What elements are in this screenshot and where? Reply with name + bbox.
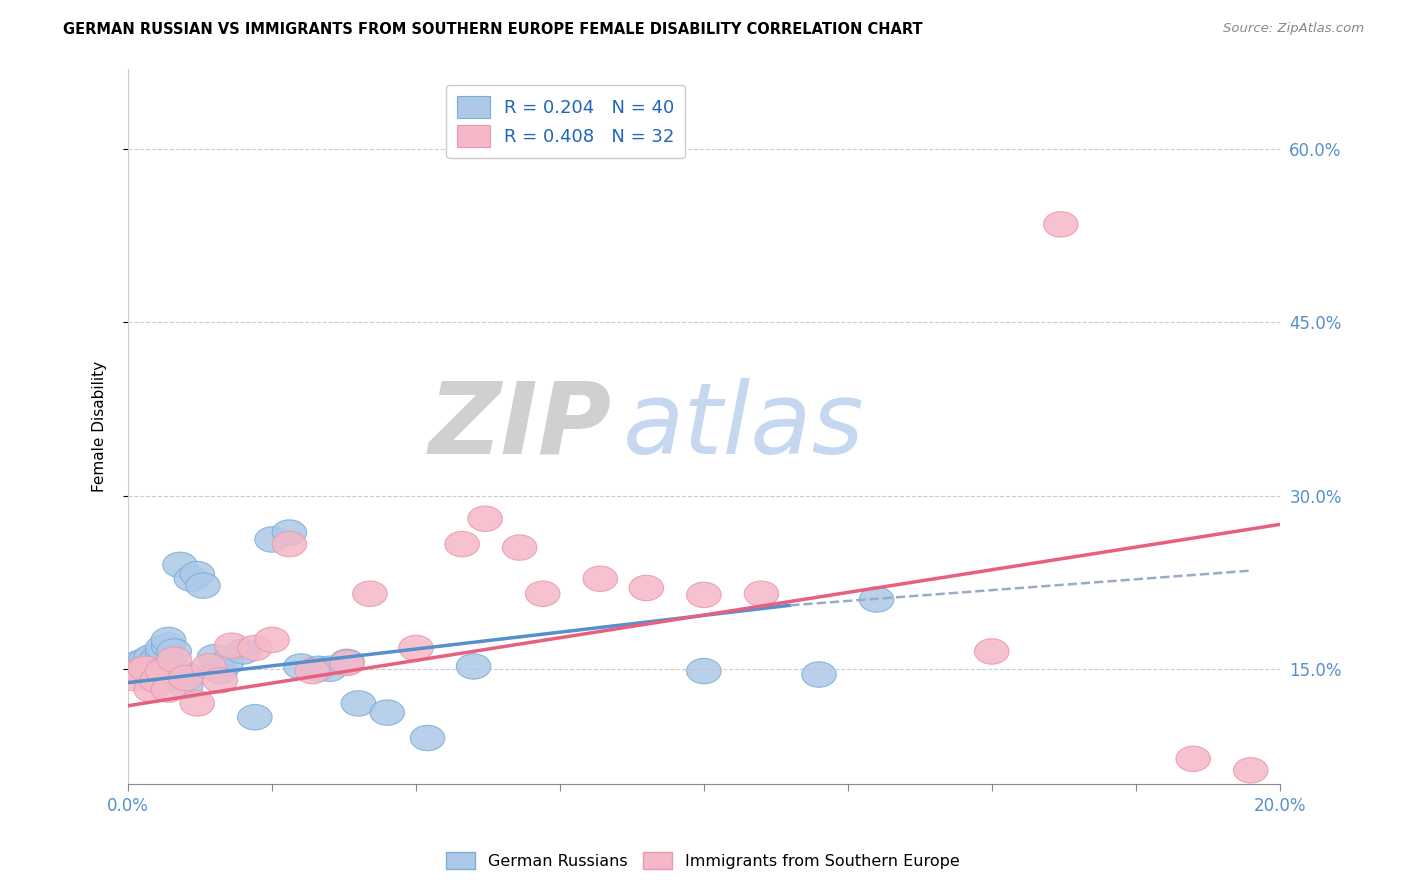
Ellipse shape — [169, 665, 202, 690]
Y-axis label: Female Disability: Female Disability — [93, 360, 107, 491]
Ellipse shape — [202, 658, 238, 684]
Ellipse shape — [974, 639, 1010, 665]
Ellipse shape — [329, 650, 364, 676]
Ellipse shape — [457, 654, 491, 679]
Ellipse shape — [139, 657, 174, 681]
Ellipse shape — [134, 658, 169, 684]
Ellipse shape — [128, 654, 163, 679]
Ellipse shape — [502, 535, 537, 560]
Text: 0.0%: 0.0% — [107, 797, 149, 815]
Ellipse shape — [628, 575, 664, 600]
Ellipse shape — [353, 581, 387, 607]
Ellipse shape — [134, 645, 169, 670]
Ellipse shape — [301, 657, 336, 681]
Ellipse shape — [152, 677, 186, 702]
Ellipse shape — [191, 654, 226, 679]
Ellipse shape — [744, 581, 779, 607]
Ellipse shape — [169, 673, 202, 698]
Ellipse shape — [254, 627, 290, 653]
Ellipse shape — [169, 662, 202, 687]
Ellipse shape — [186, 573, 221, 599]
Ellipse shape — [468, 506, 502, 532]
Ellipse shape — [273, 532, 307, 557]
Ellipse shape — [180, 690, 215, 716]
Ellipse shape — [202, 667, 238, 693]
Ellipse shape — [157, 639, 191, 665]
Ellipse shape — [526, 581, 560, 607]
Text: 20.0%: 20.0% — [1253, 797, 1306, 815]
Ellipse shape — [139, 647, 174, 673]
Ellipse shape — [226, 639, 260, 665]
Ellipse shape — [122, 650, 157, 676]
Ellipse shape — [145, 635, 180, 661]
Ellipse shape — [180, 561, 215, 587]
Ellipse shape — [411, 725, 444, 751]
Ellipse shape — [254, 527, 290, 552]
Ellipse shape — [122, 657, 157, 681]
Ellipse shape — [139, 667, 174, 693]
Ellipse shape — [342, 690, 375, 716]
Ellipse shape — [312, 657, 347, 681]
Ellipse shape — [208, 650, 243, 676]
Ellipse shape — [134, 650, 169, 676]
Ellipse shape — [583, 566, 617, 591]
Ellipse shape — [215, 633, 249, 658]
Ellipse shape — [686, 582, 721, 607]
Ellipse shape — [157, 647, 191, 673]
Ellipse shape — [1233, 757, 1268, 783]
Ellipse shape — [238, 635, 273, 661]
Ellipse shape — [444, 532, 479, 557]
Ellipse shape — [329, 649, 364, 674]
Ellipse shape — [295, 658, 329, 684]
Legend: R = 0.204   N = 40, R = 0.408   N = 32: R = 0.204 N = 40, R = 0.408 N = 32 — [446, 85, 685, 158]
Ellipse shape — [152, 633, 186, 658]
Ellipse shape — [399, 635, 433, 661]
Ellipse shape — [145, 658, 180, 684]
Ellipse shape — [273, 520, 307, 545]
Text: atlas: atlas — [623, 378, 865, 475]
Text: GERMAN RUSSIAN VS IMMIGRANTS FROM SOUTHERN EUROPE FEMALE DISABILITY CORRELATION : GERMAN RUSSIAN VS IMMIGRANTS FROM SOUTHE… — [63, 22, 922, 37]
Ellipse shape — [238, 705, 273, 730]
Ellipse shape — [686, 658, 721, 684]
Legend: German Russians, Immigrants from Southern Europe: German Russians, Immigrants from Souther… — [440, 846, 966, 875]
Ellipse shape — [174, 566, 208, 591]
Ellipse shape — [122, 658, 157, 684]
Ellipse shape — [128, 648, 163, 673]
Ellipse shape — [128, 662, 163, 687]
Ellipse shape — [801, 662, 837, 687]
Ellipse shape — [152, 627, 186, 653]
Ellipse shape — [284, 654, 318, 679]
Ellipse shape — [163, 552, 197, 578]
Ellipse shape — [859, 587, 894, 612]
Ellipse shape — [1175, 746, 1211, 772]
Ellipse shape — [370, 700, 405, 725]
Ellipse shape — [117, 658, 152, 684]
Ellipse shape — [197, 645, 232, 670]
Text: Source: ZipAtlas.com: Source: ZipAtlas.com — [1223, 22, 1364, 36]
Ellipse shape — [117, 665, 152, 690]
Ellipse shape — [128, 657, 163, 681]
Ellipse shape — [145, 642, 180, 667]
Ellipse shape — [1043, 211, 1078, 237]
Ellipse shape — [134, 677, 169, 702]
Text: ZIP: ZIP — [429, 378, 612, 475]
